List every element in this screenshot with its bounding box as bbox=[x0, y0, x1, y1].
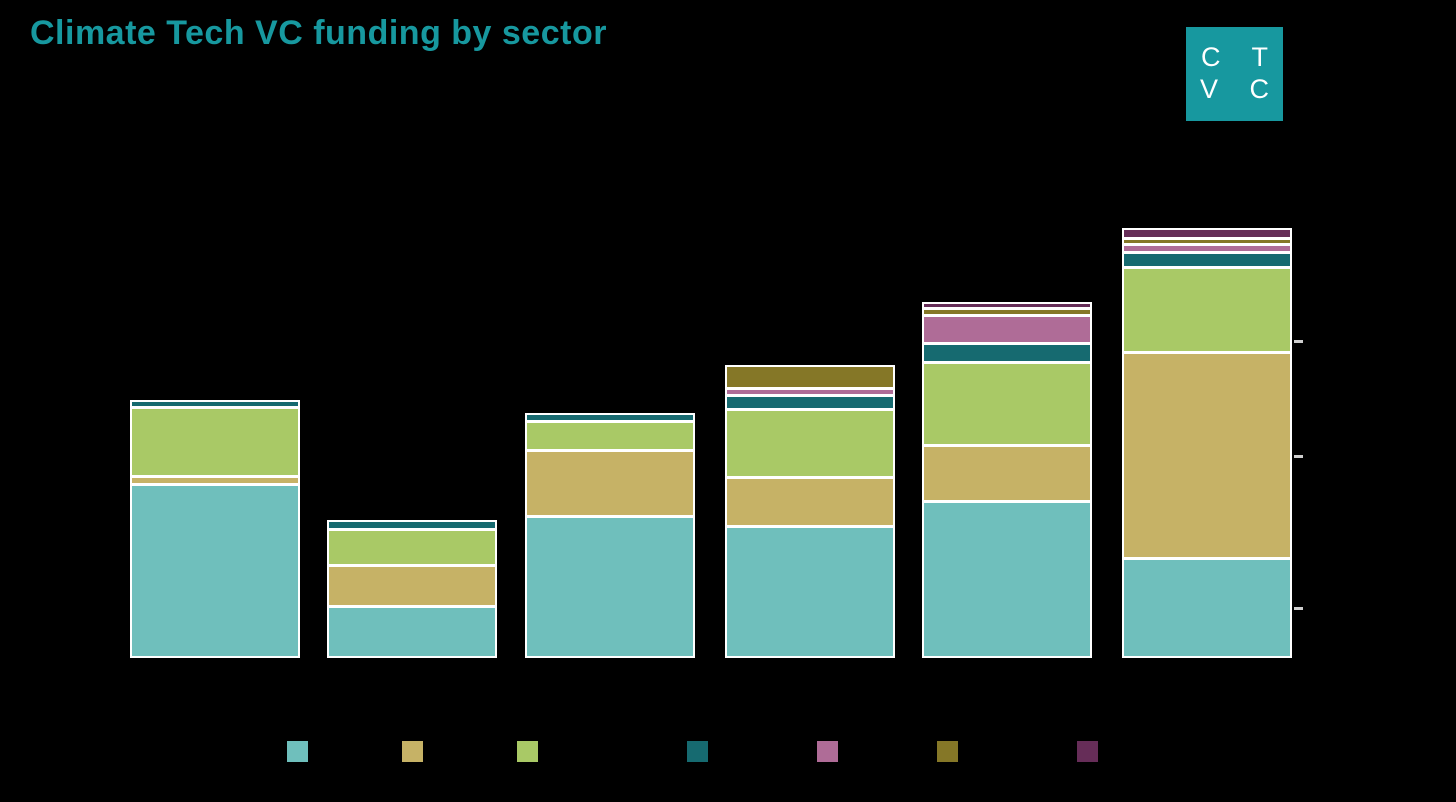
ctvc-logo-line1: C T bbox=[1200, 42, 1280, 73]
bar-segment-sector-khaki bbox=[727, 479, 893, 525]
ctvc-logo-line2: V C bbox=[1199, 74, 1281, 104]
legend-swatch-sector-olive bbox=[937, 741, 958, 762]
bar-segment-sector-teal bbox=[329, 608, 495, 656]
bar-segment-sector-mauve bbox=[1124, 246, 1290, 251]
bar-segment-sector-darkteal bbox=[727, 397, 893, 408]
bar-segment-sector-teal bbox=[527, 518, 693, 656]
bar-segment-sector-teal bbox=[924, 503, 1090, 656]
bar-segment-sector-khaki bbox=[1124, 354, 1290, 557]
axis-tick-3 bbox=[1294, 607, 1303, 610]
legend-swatch-sector-khaki bbox=[402, 741, 423, 762]
bar-segment-sector-darkteal bbox=[924, 345, 1090, 361]
bar-segment-sector-khaki bbox=[132, 478, 298, 483]
legend-swatch-sector-darkteal bbox=[687, 741, 708, 762]
stacked-bar-4 bbox=[725, 365, 895, 658]
bar-segment-sector-darkteal bbox=[132, 402, 298, 406]
stacked-bar-2 bbox=[327, 520, 497, 658]
axis-tick-1 bbox=[1294, 340, 1303, 343]
bar-segment-sector-darkteal bbox=[1124, 254, 1290, 266]
bar-segment-sector-khaki bbox=[329, 567, 495, 605]
bar-segment-sector-purple bbox=[1124, 230, 1290, 237]
bar-segment-sector-teal bbox=[1124, 560, 1290, 656]
bar-segment-sector-khaki bbox=[527, 452, 693, 515]
bar-segment-sector-green bbox=[132, 409, 298, 475]
bar-segment-sector-green bbox=[527, 423, 693, 449]
stacked-bar-1 bbox=[130, 400, 300, 658]
bar-segment-sector-green bbox=[1124, 269, 1290, 351]
legend-swatch-sector-purple bbox=[1077, 741, 1098, 762]
stacked-bar-5 bbox=[922, 302, 1092, 658]
stacked-bar-3 bbox=[525, 413, 695, 658]
bar-segment-sector-green bbox=[727, 411, 893, 476]
bar-segment-sector-khaki bbox=[924, 447, 1090, 500]
ctvc-logo: C T V C bbox=[1186, 27, 1283, 121]
legend-swatch-sector-mauve bbox=[817, 741, 838, 762]
bar-segment-sector-darkteal bbox=[329, 522, 495, 528]
bar-segment-sector-olive bbox=[924, 310, 1090, 314]
legend-swatch-sector-green bbox=[517, 741, 538, 762]
bar-segment-sector-olive bbox=[727, 367, 893, 387]
bar-segment-sector-green bbox=[924, 364, 1090, 444]
bar-segment-sector-darkteal bbox=[527, 415, 693, 420]
bar-segment-sector-teal bbox=[132, 486, 298, 656]
bar-segment-sector-olive bbox=[1124, 240, 1290, 243]
stacked-bar-6 bbox=[1122, 228, 1292, 658]
axis-tick-2 bbox=[1294, 455, 1303, 458]
bar-segment-sector-teal bbox=[727, 528, 893, 656]
bar-segment-sector-purple bbox=[924, 304, 1090, 307]
bar-segment-sector-mauve bbox=[924, 317, 1090, 342]
page-title: Climate Tech VC funding by sector bbox=[30, 14, 607, 52]
bar-segment-sector-mauve bbox=[727, 390, 893, 394]
bar-segment-sector-green bbox=[329, 531, 495, 564]
legend-swatch-sector-teal bbox=[287, 741, 308, 762]
